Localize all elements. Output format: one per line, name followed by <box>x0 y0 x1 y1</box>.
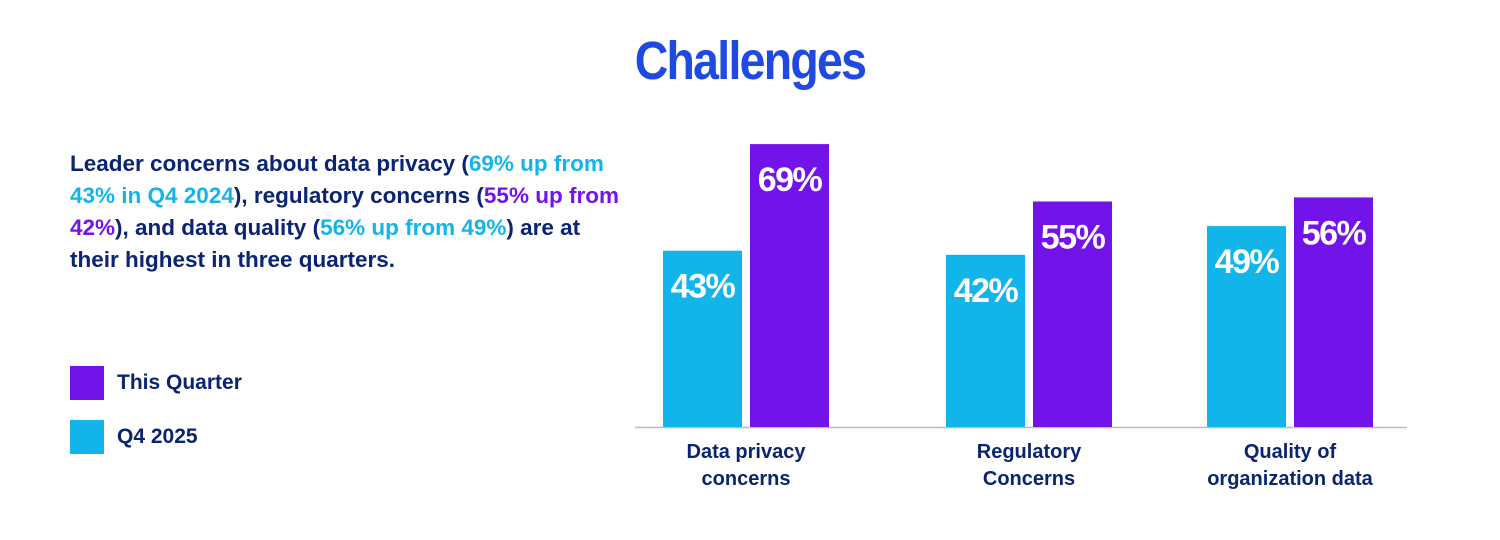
description-part: ), regulatory concerns ( <box>233 183 484 208</box>
category-label: Regulatory <box>977 441 1082 463</box>
bar-value-label: 69% <box>758 161 823 199</box>
bar-this-quarter-2 <box>1294 197 1373 427</box>
description-part: ), and data quality ( <box>115 215 321 240</box>
description-part: ) are at their highest in three quarters… <box>70 215 581 272</box>
legend-item-this-quarter: This Quarter <box>70 366 242 400</box>
legend-swatch-this-quarter <box>70 366 104 400</box>
bar-value-label: 43% <box>671 268 736 306</box>
bar-value-label: 42% <box>954 272 1019 310</box>
description-part: 69% up from 43% in Q4 2024 <box>70 151 604 208</box>
category-label: Data privacy <box>687 441 807 463</box>
bar-value-label: 56% <box>1302 214 1367 252</box>
legend-swatch-q4-2025 <box>70 420 104 454</box>
description-part: 55% up from 42% <box>70 183 619 240</box>
category-label: Quality of <box>1244 441 1337 463</box>
legend-label-q4-2025: Q4 2025 <box>117 425 198 448</box>
legend: This Quarter Q4 2025 <box>70 366 242 474</box>
category-label: Concerns <box>983 468 1075 490</box>
legend-label-this-quarter: This Quarter <box>117 371 242 394</box>
legend-item-q4-2025: Q4 2025 <box>70 420 242 454</box>
description-text: Leader concerns about data privacy (69% … <box>70 148 630 276</box>
bar-this-quarter-0 <box>750 144 829 427</box>
bar-this-quarter-1 <box>1033 201 1112 427</box>
bar-q4-2025-1 <box>946 254 1025 427</box>
bar-value-label: 55% <box>1041 219 1106 257</box>
description-part: Leader concerns about data privacy <box>70 151 462 176</box>
description-part: ( <box>461 151 469 176</box>
bar-q4-2025-2 <box>1207 226 1286 427</box>
bar-q4-2025-0 <box>663 250 742 427</box>
bar-value-label: 49% <box>1215 243 1280 281</box>
chart-title: Challenges <box>634 31 867 91</box>
category-label: organization data <box>1207 468 1373 490</box>
description-part: 56% up from 49% <box>320 215 507 240</box>
category-label: concerns <box>702 468 791 490</box>
